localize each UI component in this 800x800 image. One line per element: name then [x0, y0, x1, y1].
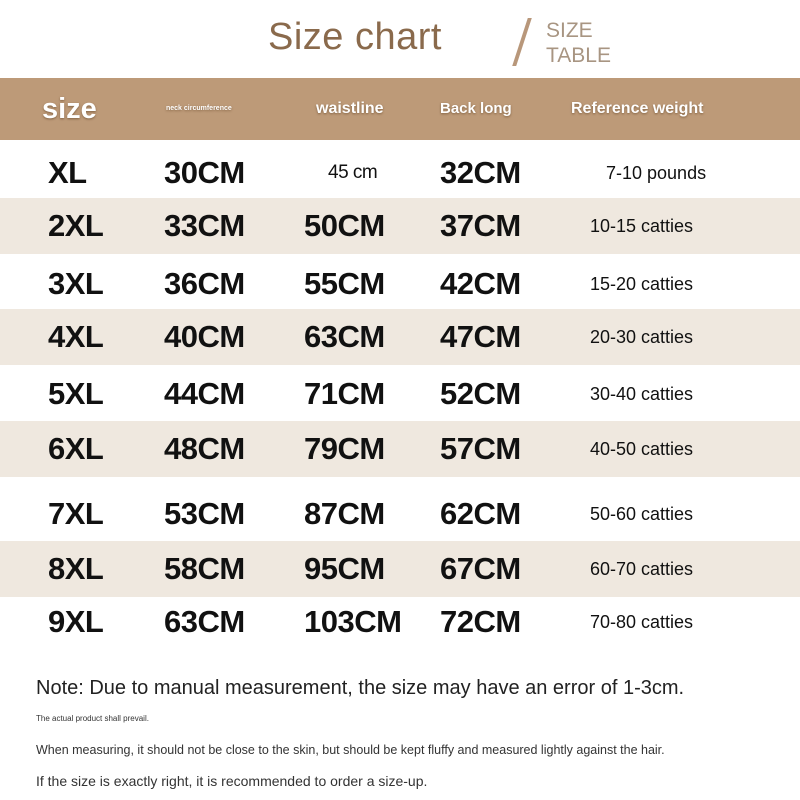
cell-back-long: 32CM: [440, 155, 521, 190]
cell-weight: 70-80 catties: [590, 612, 694, 632]
table-row: 9XL 63CM 103CM 72CM 70-80 catties: [0, 594, 800, 650]
slash-divider: [512, 18, 532, 66]
cell-neck: 63CM: [164, 604, 245, 639]
cell-neck: 33CM: [164, 208, 245, 243]
cell-weight: 30-40 catties: [590, 384, 694, 404]
cell-waistline: 50CM: [304, 208, 385, 243]
page-title: Size chart: [268, 16, 442, 58]
cell-back-long: 72CM: [440, 604, 521, 639]
cell-back-long: 67CM: [440, 551, 521, 586]
cell-neck: 48CM: [164, 431, 245, 466]
header-waistline: waistline: [316, 100, 384, 117]
table-row: 6XL 48CM 79CM 57CM 40-50 catties: [0, 421, 800, 477]
subtitle-line2: TABLE: [546, 44, 611, 67]
cell-waistline: 87CM: [304, 496, 385, 531]
cell-weight: 50-60 catties: [590, 504, 694, 524]
cell-neck: 30CM: [164, 155, 245, 190]
cell-size: 6XL: [48, 431, 104, 466]
cell-weight: 15-20 catties: [590, 274, 694, 294]
cell-size: 5XL: [48, 376, 104, 411]
subtitle-line1: SIZE: [546, 19, 593, 42]
header-size: size: [42, 93, 97, 125]
cell-waistline: 79CM: [304, 431, 385, 466]
cell-weight: 40-50 catties: [590, 439, 694, 459]
header-neck: neck circumference: [166, 105, 232, 112]
cell-size: 4XL: [48, 319, 104, 354]
cell-weight: 20-30 catties: [590, 327, 694, 347]
cell-back-long: 37CM: [440, 208, 521, 243]
cell-back-long: 52CM: [440, 376, 521, 411]
table-row: 8XL 58CM 95CM 67CM 60-70 catties: [0, 541, 800, 597]
header-reference-weight: Reference weight: [571, 100, 704, 117]
cell-neck: 58CM: [164, 551, 245, 586]
table-header: size neck circumference waistline Back l…: [0, 78, 800, 140]
cell-weight: 7-10 pounds: [606, 163, 707, 183]
subtitle: SIZE TABLE: [546, 18, 611, 68]
header-back-long: Back long: [440, 100, 512, 117]
cell-waistline: 71CM: [304, 376, 385, 411]
table-row: 3XL 36CM 55CM 42CM 15-20 catties: [0, 256, 800, 312]
cell-size: 9XL: [48, 604, 104, 639]
cell-back-long: 47CM: [440, 319, 521, 354]
table-row: XL 30CM 45 cm 32CM 7-10 pounds: [0, 145, 800, 201]
table-row: 4XL 40CM 63CM 47CM 20-30 catties: [0, 309, 800, 365]
cell-size: 8XL: [48, 551, 104, 586]
cell-waistline: 55CM: [304, 266, 385, 301]
note-measuring: When measuring, it should not be close t…: [36, 743, 665, 757]
cell-waistline: 63CM: [304, 319, 385, 354]
cell-waistline: 103CM: [304, 604, 402, 639]
table-row: 7XL 53CM 87CM 62CM 50-60 catties: [0, 486, 800, 542]
note-main: Note: Due to manual measurement, the siz…: [36, 677, 685, 699]
cell-back-long: 42CM: [440, 266, 521, 301]
cell-waistline: 45 cm: [328, 162, 378, 183]
cell-weight: 10-15 catties: [590, 216, 694, 236]
cell-neck: 36CM: [164, 266, 245, 301]
cell-size: 7XL: [48, 496, 104, 531]
cell-size: XL: [48, 155, 87, 190]
cell-neck: 44CM: [164, 376, 245, 411]
note-prevail: The actual product shall prevail.: [36, 714, 149, 723]
cell-neck: 53CM: [164, 496, 245, 531]
table-row: 5XL 44CM 71CM 52CM 30-40 catties: [0, 366, 800, 422]
cell-back-long: 57CM: [440, 431, 521, 466]
cell-back-long: 62CM: [440, 496, 521, 531]
note-sizeup: If the size is exactly right, it is reco…: [36, 773, 428, 789]
cell-weight: 60-70 catties: [590, 559, 694, 579]
cell-size: 2XL: [48, 208, 104, 243]
cell-waistline: 95CM: [304, 551, 385, 586]
table-row: 2XL 33CM 50CM 37CM 10-15 catties: [0, 198, 800, 254]
cell-size: 3XL: [48, 266, 104, 301]
cell-neck: 40CM: [164, 319, 245, 354]
